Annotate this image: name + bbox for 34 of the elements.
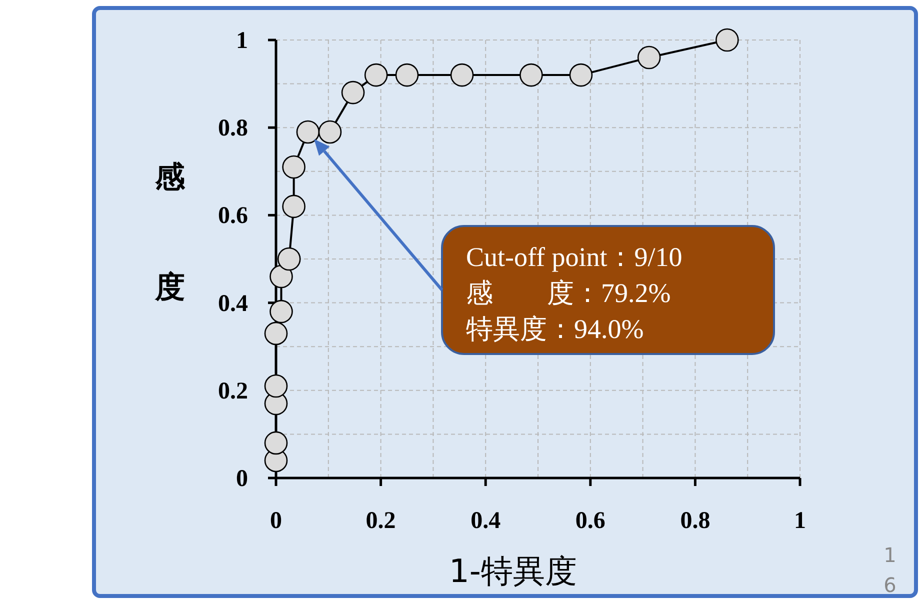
text: 16	[884, 543, 896, 597]
point	[277, 247, 301, 271]
point	[270, 264, 293, 288]
text: 感度	[155, 160, 185, 305]
point	[520, 63, 543, 87]
point	[318, 120, 342, 144]
point	[395, 63, 419, 87]
point	[264, 322, 288, 346]
x-axis-title: 1-特異度	[449, 552, 577, 590]
point	[282, 155, 306, 179]
point	[716, 28, 739, 52]
point	[264, 374, 288, 398]
y-tick-label: 0.2	[218, 378, 248, 404]
x-tick-label: 0.2	[366, 508, 396, 534]
x-tick-label: 0.6	[575, 508, 606, 534]
point	[364, 63, 388, 87]
x-tick-label: 0.4	[470, 508, 501, 534]
point	[569, 63, 593, 87]
x-tick-label: 0.8	[680, 508, 710, 534]
y-tick-label: 0	[236, 466, 248, 492]
point	[296, 120, 320, 144]
point	[264, 431, 288, 455]
point	[450, 63, 474, 87]
annotation: Cut-off point：9/10 感 度：79.2% 特異度：94.0%	[466, 242, 682, 344]
y-tick-label: 0.8	[218, 116, 248, 142]
y-tick-label: 1	[236, 28, 248, 54]
point	[341, 80, 365, 104]
x-tick-label: 0	[270, 508, 282, 534]
x-tick-label: 1	[794, 508, 806, 534]
y-tick-label: 0.6	[218, 203, 248, 230]
point	[282, 194, 306, 218]
point	[637, 46, 661, 70]
y-tick-label: 0.4	[218, 290, 248, 317]
point	[270, 300, 293, 324]
